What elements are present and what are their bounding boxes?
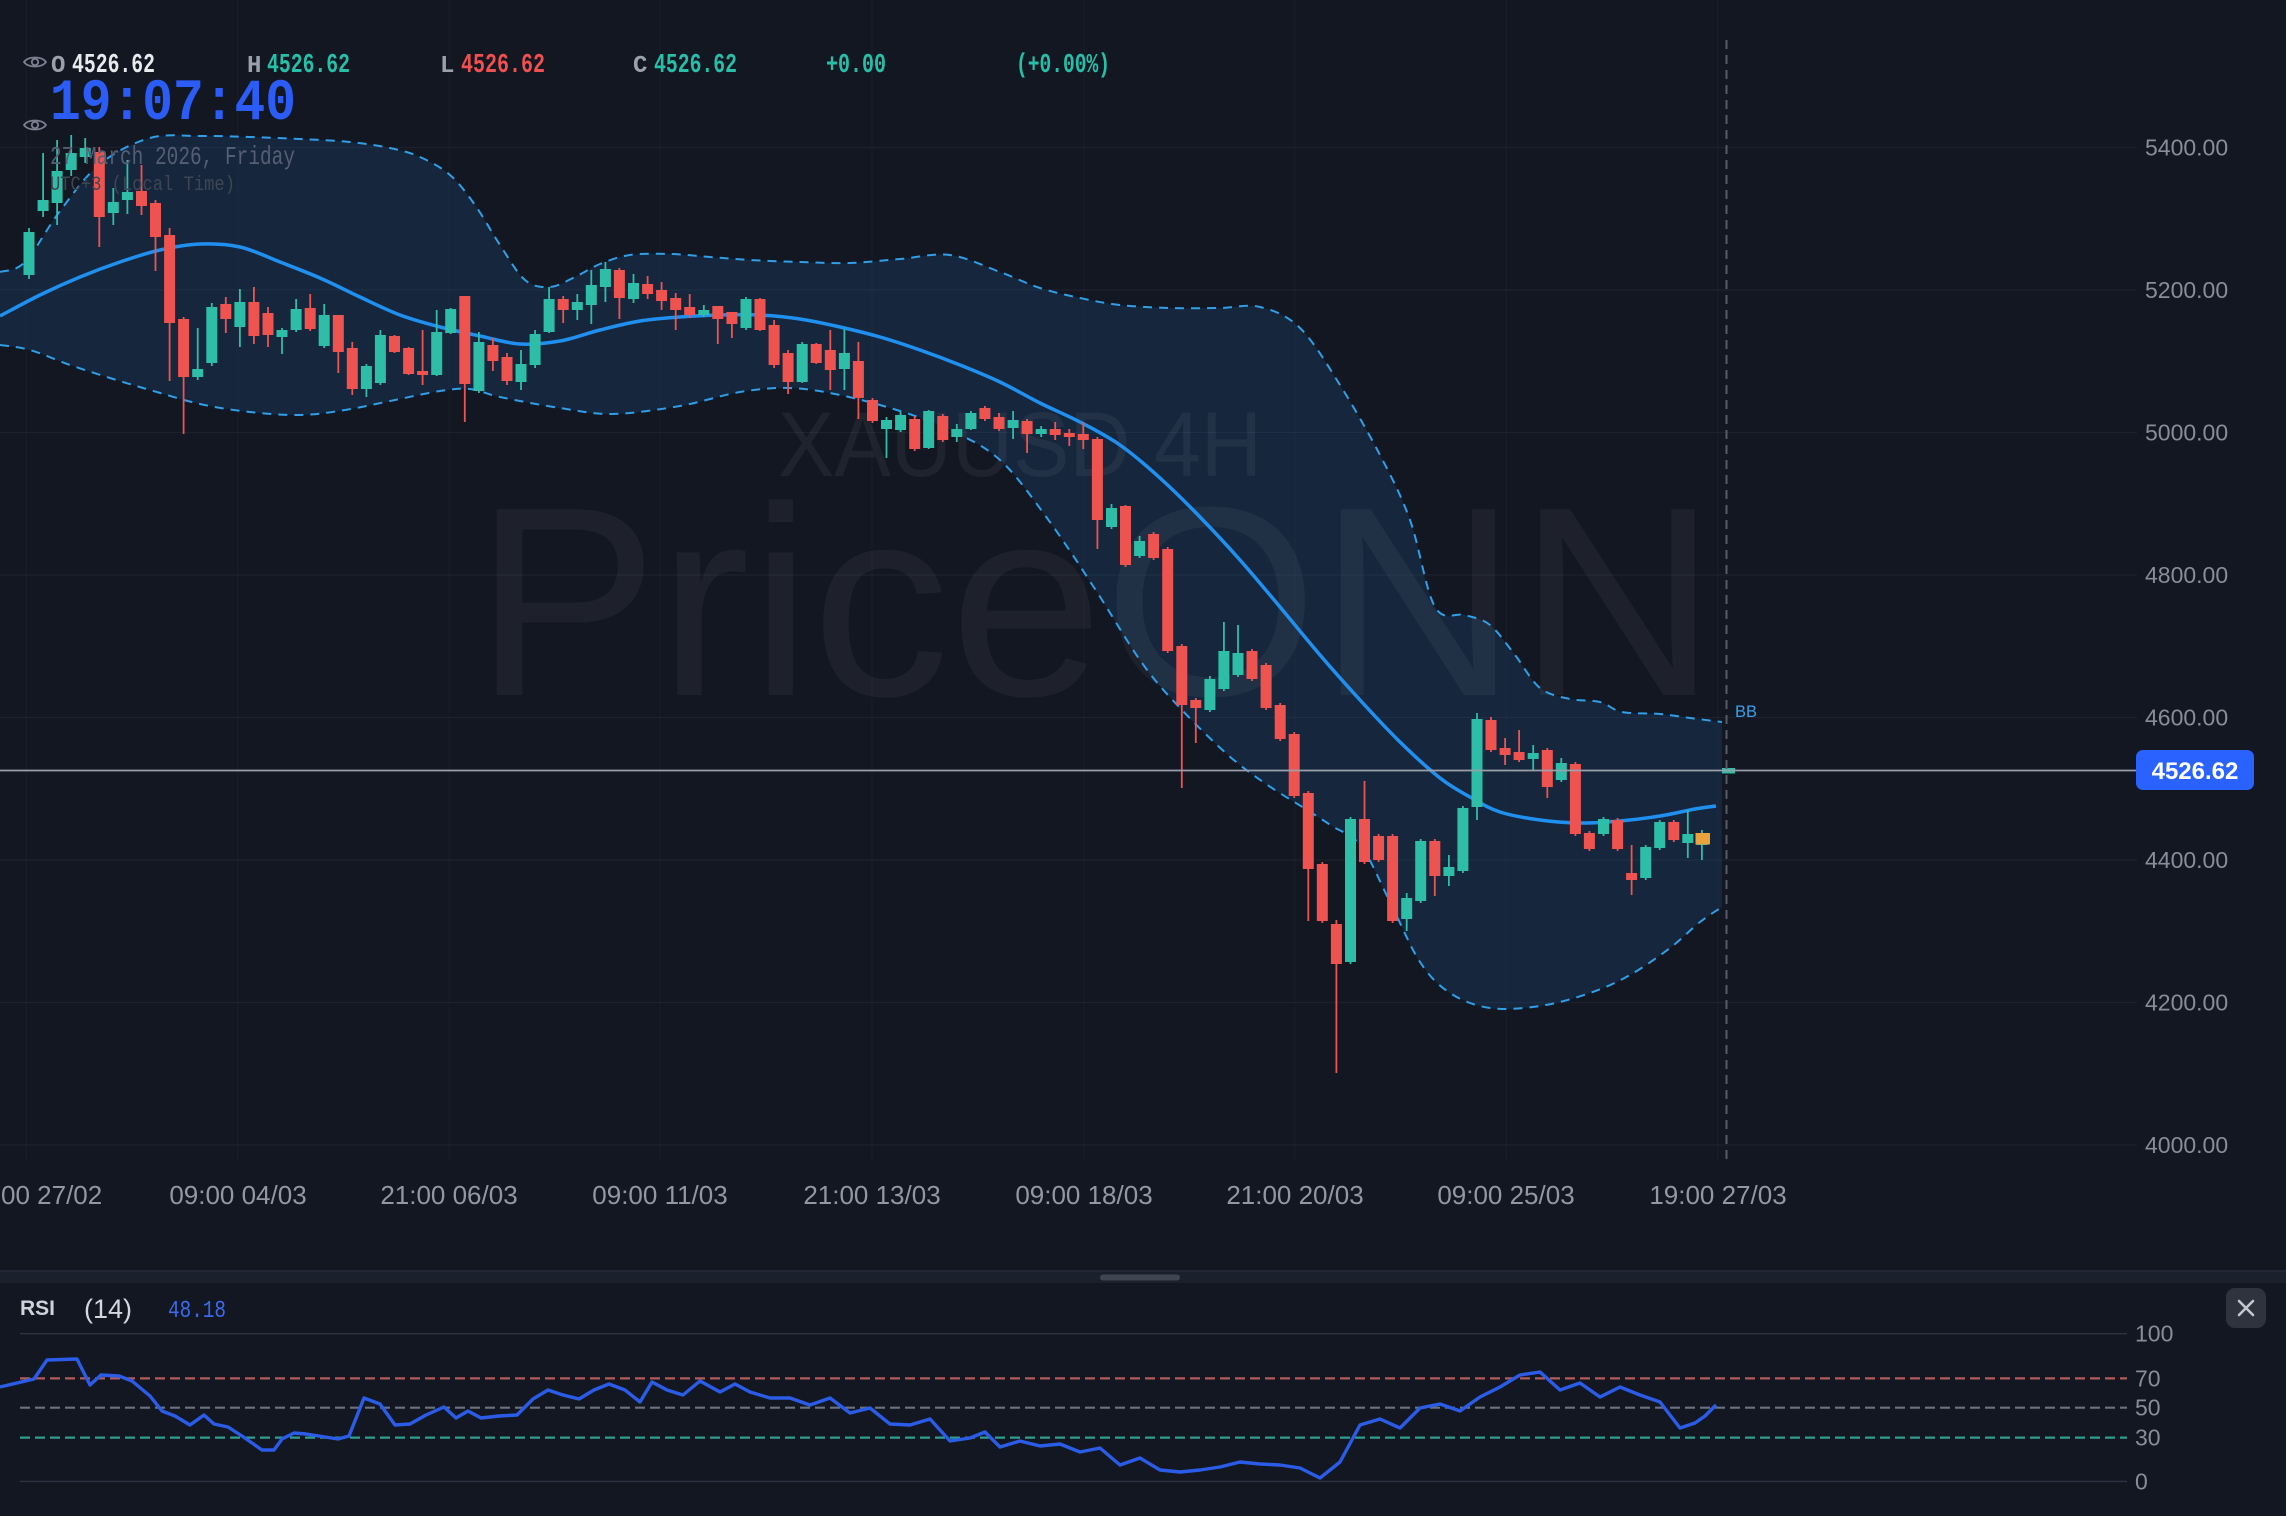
svg-text:4000.00: 4000.00 bbox=[2145, 1132, 2228, 1158]
svg-text:70: 70 bbox=[2135, 1365, 2161, 1391]
svg-text:00 27/02: 00 27/02 bbox=[1, 1180, 102, 1210]
svg-text:UTC+3 (Local Time): UTC+3 (Local Time) bbox=[50, 174, 235, 197]
svg-text:(+0.00%): (+0.00%) bbox=[1016, 51, 1110, 81]
svg-text:0: 0 bbox=[2135, 1468, 2148, 1494]
svg-text:O: O bbox=[51, 53, 65, 80]
svg-text:5400.00: 5400.00 bbox=[2145, 135, 2228, 161]
svg-text:4600.00: 4600.00 bbox=[2145, 705, 2228, 731]
svg-text:L: L bbox=[440, 53, 454, 80]
svg-text:21:00 20/03: 21:00 20/03 bbox=[1226, 1180, 1363, 1210]
svg-text:09:00 11/03: 09:00 11/03 bbox=[592, 1180, 727, 1210]
svg-text:09:00 25/03: 09:00 25/03 bbox=[1437, 1180, 1574, 1210]
svg-text:48.18: 48.18 bbox=[168, 1298, 226, 1325]
svg-text:4200.00: 4200.00 bbox=[2145, 990, 2228, 1016]
svg-text:+0.00: +0.00 bbox=[826, 51, 886, 81]
svg-text:4526.62: 4526.62 bbox=[267, 51, 350, 81]
svg-text:21:00 06/03: 21:00 06/03 bbox=[380, 1180, 517, 1210]
svg-text:19:00 27/03: 19:00 27/03 bbox=[1649, 1180, 1786, 1210]
svg-text:09:00 18/03: 09:00 18/03 bbox=[1015, 1180, 1152, 1210]
svg-text:4526.62: 4526.62 bbox=[461, 51, 545, 81]
svg-text:4526.62: 4526.62 bbox=[72, 51, 155, 81]
svg-text:(14): (14) bbox=[84, 1294, 132, 1324]
svg-text:RSI: RSI bbox=[20, 1297, 55, 1320]
svg-text:5000.00: 5000.00 bbox=[2145, 420, 2228, 446]
svg-text:BB: BB bbox=[1735, 703, 1757, 721]
svg-text:100: 100 bbox=[2135, 1321, 2173, 1347]
svg-text:C: C bbox=[633, 53, 647, 80]
svg-text:19:07:40: 19:07:40 bbox=[50, 72, 296, 137]
svg-text:30: 30 bbox=[2135, 1425, 2161, 1451]
svg-text:21:00 13/03: 21:00 13/03 bbox=[803, 1180, 940, 1210]
svg-text:4526.62: 4526.62 bbox=[654, 51, 737, 81]
svg-text:4400.00: 4400.00 bbox=[2145, 847, 2228, 873]
svg-text:4800.00: 4800.00 bbox=[2145, 562, 2228, 588]
svg-text:27 March 2026, Friday: 27 March 2026, Friday bbox=[50, 142, 295, 172]
svg-text:50: 50 bbox=[2135, 1395, 2161, 1421]
svg-text:H: H bbox=[247, 53, 261, 80]
svg-text:09:00 04/03: 09:00 04/03 bbox=[169, 1180, 306, 1210]
svg-text:4526.62: 4526.62 bbox=[2152, 758, 2239, 785]
svg-text:5200.00: 5200.00 bbox=[2145, 277, 2228, 303]
